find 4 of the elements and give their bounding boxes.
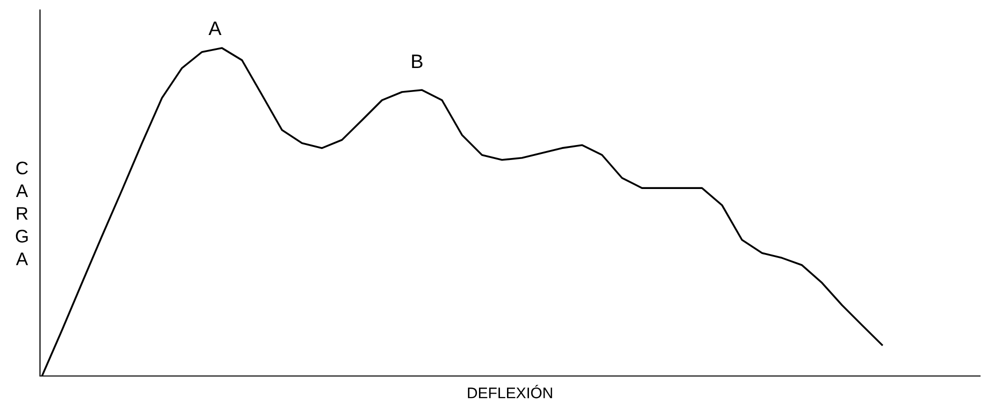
y-axis-title: CARGA <box>16 162 28 266</box>
annotation: B <box>412 54 422 68</box>
text: A <box>208 22 222 36</box>
x-axis-title: DEFLEXIÓN <box>468 384 552 398</box>
